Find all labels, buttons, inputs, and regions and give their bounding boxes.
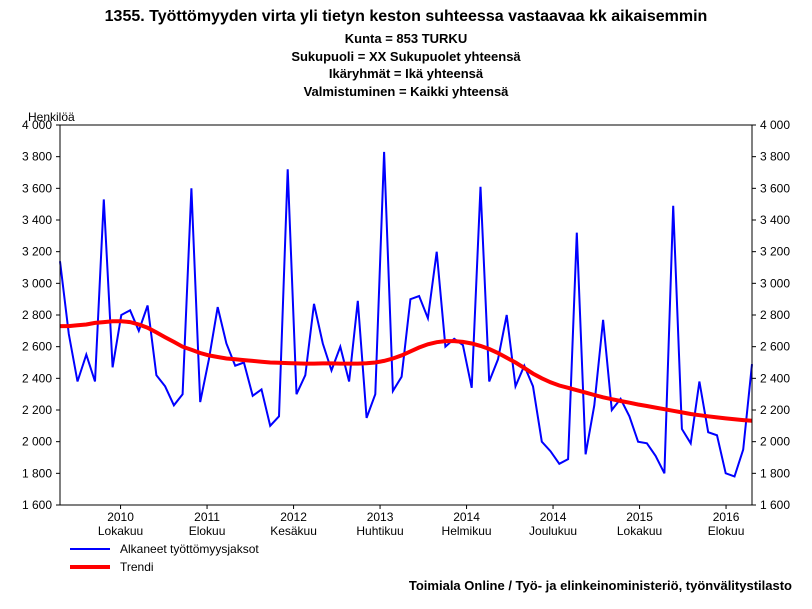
svg-text:Huhtikuu: Huhtikuu: [356, 524, 403, 538]
svg-text:1 600: 1 600: [22, 498, 52, 512]
svg-text:3 000: 3 000: [22, 276, 52, 290]
svg-text:2 400: 2 400: [760, 371, 790, 385]
svg-text:Elokuu: Elokuu: [189, 524, 226, 538]
legend-label-2: Trendi: [120, 560, 154, 574]
subtitle-line-1: Kunta = 853 TURKU: [0, 30, 812, 48]
subtitle-line-3: Ikäryhmät = Ikä yhteensä: [0, 65, 812, 83]
legend-item-1: Alkaneet työttömyysjaksot: [70, 540, 259, 558]
svg-text:3 000: 3 000: [760, 276, 790, 290]
svg-text:2016: 2016: [713, 510, 740, 524]
svg-text:3 600: 3 600: [22, 181, 52, 195]
svg-text:2 200: 2 200: [22, 403, 52, 417]
subtitle-line-4: Valmistuminen = Kaikki yhteensä: [0, 83, 812, 101]
svg-text:2012: 2012: [280, 510, 307, 524]
line-chart: 1 6001 6001 8001 8002 0002 0002 2002 200…: [60, 125, 752, 505]
svg-text:Lokakuu: Lokakuu: [98, 524, 143, 538]
svg-text:4 000: 4 000: [22, 118, 52, 132]
subtitle-line-2: Sukupuoli = XX Sukupuolet yhteensä: [0, 48, 812, 66]
svg-text:3 200: 3 200: [760, 245, 790, 259]
svg-text:3 600: 3 600: [760, 181, 790, 195]
svg-text:3 800: 3 800: [760, 150, 790, 164]
svg-text:2013: 2013: [367, 510, 394, 524]
svg-text:4 000: 4 000: [760, 118, 790, 132]
legend-swatch-1: [70, 548, 110, 550]
svg-text:1 800: 1 800: [22, 466, 52, 480]
chart-subtitle: Kunta = 853 TURKU Sukupuoli = XX Sukupuo…: [0, 30, 812, 100]
svg-text:2011: 2011: [194, 510, 220, 524]
source-text: Toimiala Online / Työ- ja elinkeinominis…: [409, 578, 792, 593]
legend-label-1: Alkaneet työttömyysjaksot: [120, 542, 259, 556]
legend: Alkaneet työttömyysjaksot Trendi: [70, 540, 259, 576]
svg-text:2 600: 2 600: [22, 340, 52, 354]
svg-text:2 800: 2 800: [22, 308, 52, 322]
svg-text:1 800: 1 800: [760, 466, 790, 480]
svg-text:3 200: 3 200: [22, 245, 52, 259]
svg-text:2 400: 2 400: [22, 371, 52, 385]
svg-text:Kesäkuu: Kesäkuu: [270, 524, 317, 538]
svg-text:2014: 2014: [540, 510, 567, 524]
svg-text:2 000: 2 000: [22, 435, 52, 449]
legend-item-2: Trendi: [70, 558, 259, 576]
svg-text:2 200: 2 200: [760, 403, 790, 417]
svg-text:Elokuu: Elokuu: [708, 524, 745, 538]
svg-text:Lokakuu: Lokakuu: [617, 524, 662, 538]
svg-text:Joulukuu: Joulukuu: [529, 524, 577, 538]
svg-text:1 600: 1 600: [760, 498, 790, 512]
svg-text:2 600: 2 600: [760, 340, 790, 354]
chart-title: 1355. Työttömyyden virta yli tietyn kest…: [0, 8, 812, 26]
svg-text:2 800: 2 800: [760, 308, 790, 322]
legend-swatch-2: [70, 565, 110, 569]
svg-text:2014: 2014: [453, 510, 480, 524]
svg-text:Helmikuu: Helmikuu: [442, 524, 492, 538]
svg-text:2010: 2010: [107, 510, 134, 524]
chart-container: 1355. Työttömyyden virta yli tietyn kest…: [0, 0, 812, 609]
svg-text:2015: 2015: [626, 510, 653, 524]
svg-text:2 000: 2 000: [760, 435, 790, 449]
svg-text:3 800: 3 800: [22, 150, 52, 164]
svg-text:3 400: 3 400: [760, 213, 790, 227]
svg-text:3 400: 3 400: [22, 213, 52, 227]
